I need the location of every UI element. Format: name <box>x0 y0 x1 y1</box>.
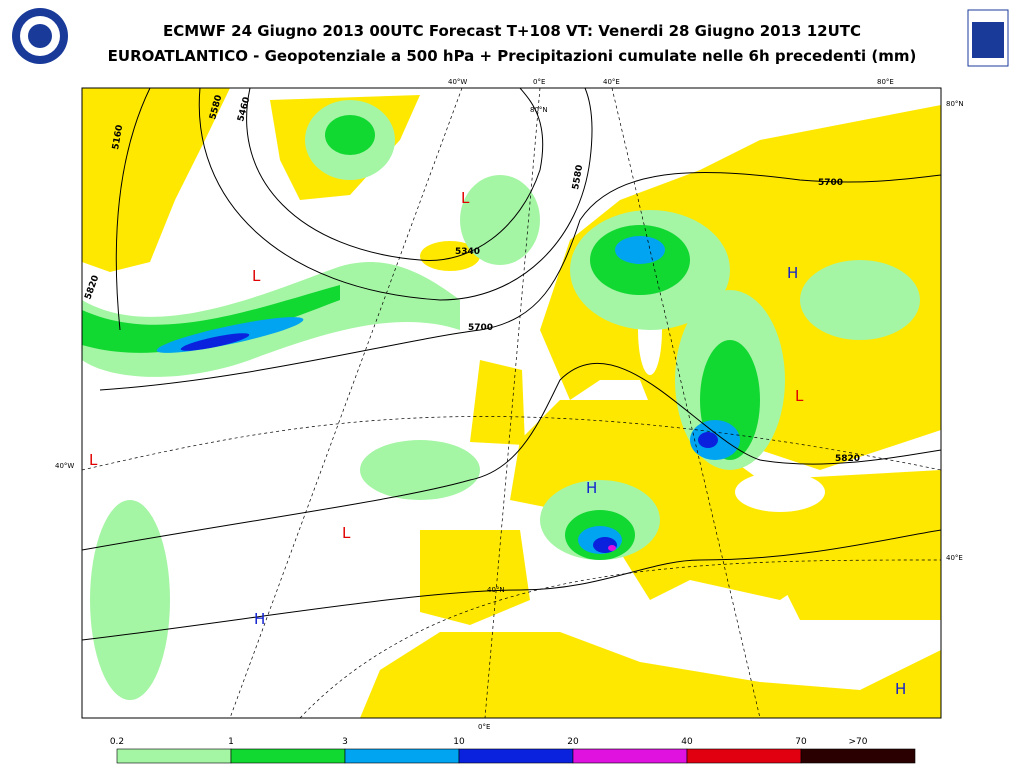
low-center: L <box>89 451 98 469</box>
logo-right <box>967 9 1009 67</box>
land <box>82 88 941 718</box>
map: 5160 5460 5580 5820 5340 5580 5700 5700 … <box>82 88 941 718</box>
low-center: L <box>795 387 804 405</box>
legend-label: 10 <box>453 737 465 747</box>
low-center: L <box>461 189 470 207</box>
legend-swatch <box>458 748 574 764</box>
legend-label: 3 <box>342 737 348 747</box>
logo-left <box>12 8 68 64</box>
subtitle: EUROATLANTICO - Geopotenziale a 500 hPa … <box>108 47 917 65</box>
precipitation <box>82 100 920 700</box>
contour-label: 5340 <box>455 247 480 257</box>
legend-label: 20 <box>567 737 579 747</box>
legend-label: 70 <box>795 737 807 747</box>
graticule-label: 80°N <box>946 100 964 108</box>
legend-label: 1 <box>228 737 234 747</box>
contour-label: 5820 <box>835 454 860 464</box>
graticule-label: 80°N <box>530 106 548 114</box>
low-center: L <box>252 267 261 285</box>
legend: 0.2 1 3 10 20 40 70 >70 <box>110 737 916 764</box>
contour-label: 5700 <box>818 178 843 188</box>
map-frame <box>81 87 942 719</box>
legend-label: 40 <box>681 737 693 747</box>
legend-swatch <box>572 748 688 764</box>
high-center: H <box>586 479 597 497</box>
legend-swatch <box>116 748 232 764</box>
legend-label: 0.2 <box>110 737 124 747</box>
graticule-label: 40°E <box>603 78 620 86</box>
legend-swatch <box>344 748 460 764</box>
low-center: L <box>342 524 351 542</box>
high-center: H <box>254 610 265 628</box>
contours <box>82 88 941 641</box>
legend-swatch <box>686 748 802 764</box>
graticule-label: 40°N <box>487 586 505 594</box>
contour-label: 5160 <box>111 124 125 150</box>
graticule <box>82 88 941 718</box>
graticule-label: 40°E <box>946 554 963 562</box>
graticule-label: 80°E <box>877 78 894 86</box>
contour-label: 5700 <box>468 323 493 333</box>
legend-swatch <box>800 748 916 764</box>
legend-swatch <box>230 748 346 764</box>
graticule-label: 40°W <box>448 78 467 86</box>
graticule-label: 40°W <box>55 462 74 470</box>
contour-label: 5580 <box>571 164 585 190</box>
legend-label: >70 <box>849 737 868 747</box>
high-center: H <box>787 264 798 282</box>
high-center: H <box>895 680 906 698</box>
graticule-label: 0°E <box>478 723 490 731</box>
graticule-label: 0°E <box>533 78 545 86</box>
title: ECMWF 24 Giugno 2013 00UTC Forecast T+10… <box>163 22 861 40</box>
